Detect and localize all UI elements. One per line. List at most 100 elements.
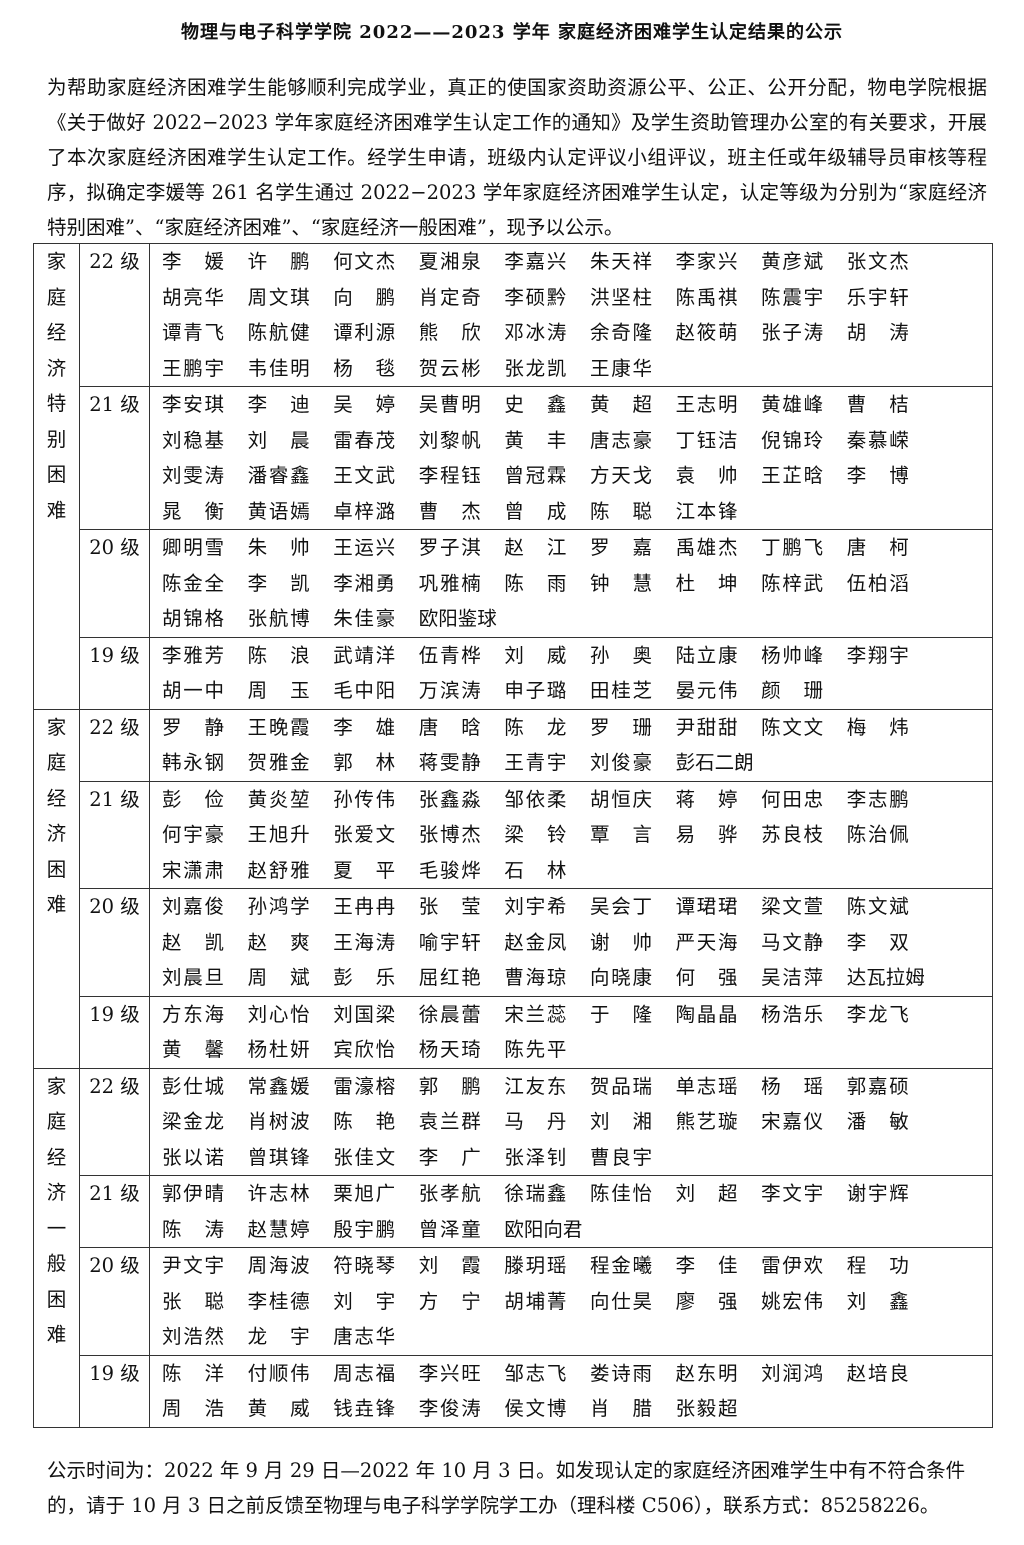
student-name: 彭俭 — [162, 787, 224, 811]
student-name: 王青宇 — [504, 751, 567, 774]
grade-label: 21 级 — [79, 780, 150, 889]
student-name: 张博杰 — [418, 823, 481, 846]
student-name: 赵金凤 — [504, 930, 567, 954]
student-name: 谭利源 — [333, 321, 396, 344]
student-name: 屈红艳 — [418, 966, 481, 989]
student-name: 陈龙 — [504, 715, 567, 739]
category-label: 家庭经济一般困难 — [33, 1067, 80, 1428]
student-name: 李雅芳 — [162, 643, 224, 667]
student-name: 胡锦格 — [162, 607, 224, 630]
category-label-char: 济 — [46, 822, 67, 845]
category-label-char: 家 — [46, 1074, 67, 1098]
student-name: 谭珺珺 — [675, 895, 738, 918]
category-label-char: 济 — [46, 1181, 67, 1204]
student-name: 于隆 — [589, 1002, 652, 1026]
student-name: 程金曦 — [589, 1254, 652, 1277]
grade-label: 20 级 — [79, 529, 150, 638]
student-name: 彭乐 — [333, 966, 396, 989]
student-name: 江友东 — [504, 1074, 567, 1098]
student-name: 陶晶晶 — [675, 1002, 738, 1026]
student-name: 刘稳基 — [162, 428, 224, 452]
student-name: 胡涛 — [846, 321, 909, 344]
student-name: 方天戈 — [589, 464, 652, 487]
names-cell: 李媛 许鹏 何文杰 夏湘泉 李嘉兴 朱天祥 李家兴 黄彦斌 张文杰 胡亮华 周文琪 向鹏 肖定奇 李硕黔洪… — [149, 243, 993, 387]
student-name: 唐柯 — [846, 536, 909, 559]
student-name: 刘心怡 — [247, 1002, 310, 1026]
student-name: 肖定奇 — [418, 285, 481, 309]
student-name: 黄语嫣 — [247, 499, 310, 523]
student-name: 张文杰 — [846, 250, 909, 273]
grade-label: 19 级 — [79, 1354, 150, 1428]
student-name: 胡一中 — [162, 679, 224, 702]
student-name: 覃言 — [589, 823, 652, 846]
student-name: 张以诺 — [162, 1145, 224, 1169]
student-name: 陆立康 — [675, 643, 738, 667]
names-cell: 方东海 刘心怡 刘国梁 徐晨蕾 宋兰蕊 于隆 陶晶晶 杨浩乐 李龙飞 黄馨 杨杜妍 宾欣怡 杨天琦 陈先平 — [149, 995, 993, 1069]
student-name: 熊艺璇 — [675, 1110, 738, 1133]
category-label-char: 难 — [46, 498, 67, 522]
student-name: 张毅超 — [675, 1397, 738, 1420]
student-name: 禹雄杰 — [675, 536, 738, 559]
student-name: 邹依柔 — [504, 787, 567, 811]
student-name: 孙鸿学 — [247, 895, 310, 918]
student-name: 欧阳向君 — [504, 1217, 583, 1241]
student-name: 丁鹏飞 — [761, 536, 824, 559]
student-name: 卓梓潞 — [333, 499, 396, 523]
student-name: 杜坤 — [675, 571, 738, 595]
names-cell: 卿明雪 朱帅 王运兴 罗子淇 赵江 罗嘉 禹雄杰 丁鹏飞 唐柯 陈金全 李凯 李湘勇 巩雅楠 陈雨 钟慧 杜坤… — [149, 529, 993, 638]
grade-row: 19 级方东海 刘心怡 刘国梁 徐晨蕾 宋兰蕊 于隆 陶晶晶 杨浩乐 李龙飞 黄馨 杨杜妍 宾欣怡 杨天… — [34, 995, 993, 1069]
student-name: 刘超 — [675, 1182, 738, 1205]
student-name: 卿明雪 — [162, 536, 224, 559]
student-name: 李翔宇 — [846, 643, 909, 667]
grade-label: 19 级 — [79, 995, 150, 1069]
student-name: 赵筱萌 — [675, 321, 738, 344]
grade-row: 20 级尹文宇 周海波 符晓琴 刘霞 滕玥瑶 程金曦 李佳 雷伊欢 程功 张聪 李桂德 刘宇 方宁 胡埔菁… — [34, 1247, 993, 1356]
student-name: 张子涛 — [761, 321, 824, 344]
student-name: 雷春茂 — [333, 428, 396, 452]
category-label: 家庭经济困难 — [33, 708, 80, 1069]
student-name: 李俊涛 — [418, 1397, 481, 1420]
student-name: 万滨涛 — [418, 679, 481, 702]
student-name: 刘宇 — [333, 1289, 396, 1313]
student-name: 周文琪 — [247, 285, 310, 309]
student-name: 黄超 — [589, 393, 652, 416]
student-name: 刘宇希 — [504, 895, 567, 918]
student-name: 刘润鸿 — [761, 1361, 824, 1385]
student-name: 毛骏烨 — [418, 858, 481, 882]
student-name: 黄彦斌 — [761, 250, 824, 273]
student-name: 刘嘉俊 — [162, 895, 224, 918]
student-name: 罗珊 — [589, 715, 652, 739]
student-name: 张聪 — [162, 1289, 224, 1313]
student-name: 潘睿鑫 — [247, 464, 310, 487]
student-name: 罗嘉 — [589, 536, 652, 559]
grade-row: 家庭经济一般困难 22 级彭仕城 常鑫媛 雷濠榕 郭鹏 江友东 贺品瑞 单志瑶 杨瑶 郭嘉硕 梁金龙… — [33, 1067, 993, 1428]
student-name: 周浩 — [162, 1397, 224, 1420]
student-name: 李桂德 — [247, 1289, 310, 1313]
student-name: 王冉冉 — [333, 895, 396, 918]
student-name: 丁钰洁 — [675, 428, 738, 452]
student-name: 张孝航 — [418, 1182, 481, 1205]
student-name: 何宇豪 — [162, 823, 224, 846]
names-cell: 李安琪 李迪 吴婷 吴曹明 史鑫 黄超 王志明 黄雄峰 曹桔 刘稳基 刘晨 雷春茂 刘黎帆 黄丰 唐志豪 丁钰… — [149, 386, 993, 530]
student-name: 马丹 — [504, 1110, 567, 1133]
category-label-char: 庭 — [46, 1110, 67, 1133]
names-cell: 尹文宇 周海波 符晓琴 刘霞 滕玥瑶 程金曦 李佳 雷伊欢 程功 张聪 李桂德 刘宇 方宁 胡埔菁 向仕昊廖… — [149, 1247, 993, 1356]
page-title: 物理与电子科学学院 2022——2023 学年 家庭经济困难学生认定结果的公示 — [181, 22, 843, 43]
student-name: 尹甜甜 — [675, 715, 738, 739]
student-name: 符晓琴 — [333, 1254, 396, 1277]
student-name: 滕玥瑶 — [504, 1254, 567, 1277]
student-name: 李龙飞 — [846, 1002, 909, 1026]
grade-row: 20 级刘嘉俊 孙鸿学 王冉冉 张莹 刘宇希 吴会丁 谭珺珺 梁文萱 陈文斌 赵凯 赵爽 王海涛 喻宇轩… — [34, 888, 993, 997]
student-name: 李双 — [846, 930, 909, 954]
student-name: 陈金全 — [162, 571, 224, 595]
student-name: 袁兰群 — [418, 1110, 481, 1133]
student-name: 唐晗 — [418, 715, 481, 739]
student-name: 郭鹏 — [418, 1074, 481, 1098]
student-name: 易骅 — [675, 823, 738, 846]
category-label-char: 经 — [46, 321, 67, 344]
student-name: 陈洋 — [162, 1361, 224, 1385]
student-name: 王海涛 — [333, 930, 396, 954]
category-label-char: 家 — [46, 715, 67, 739]
student-name: 陈航健 — [247, 321, 310, 344]
student-name: 李硕黔 — [504, 285, 567, 309]
